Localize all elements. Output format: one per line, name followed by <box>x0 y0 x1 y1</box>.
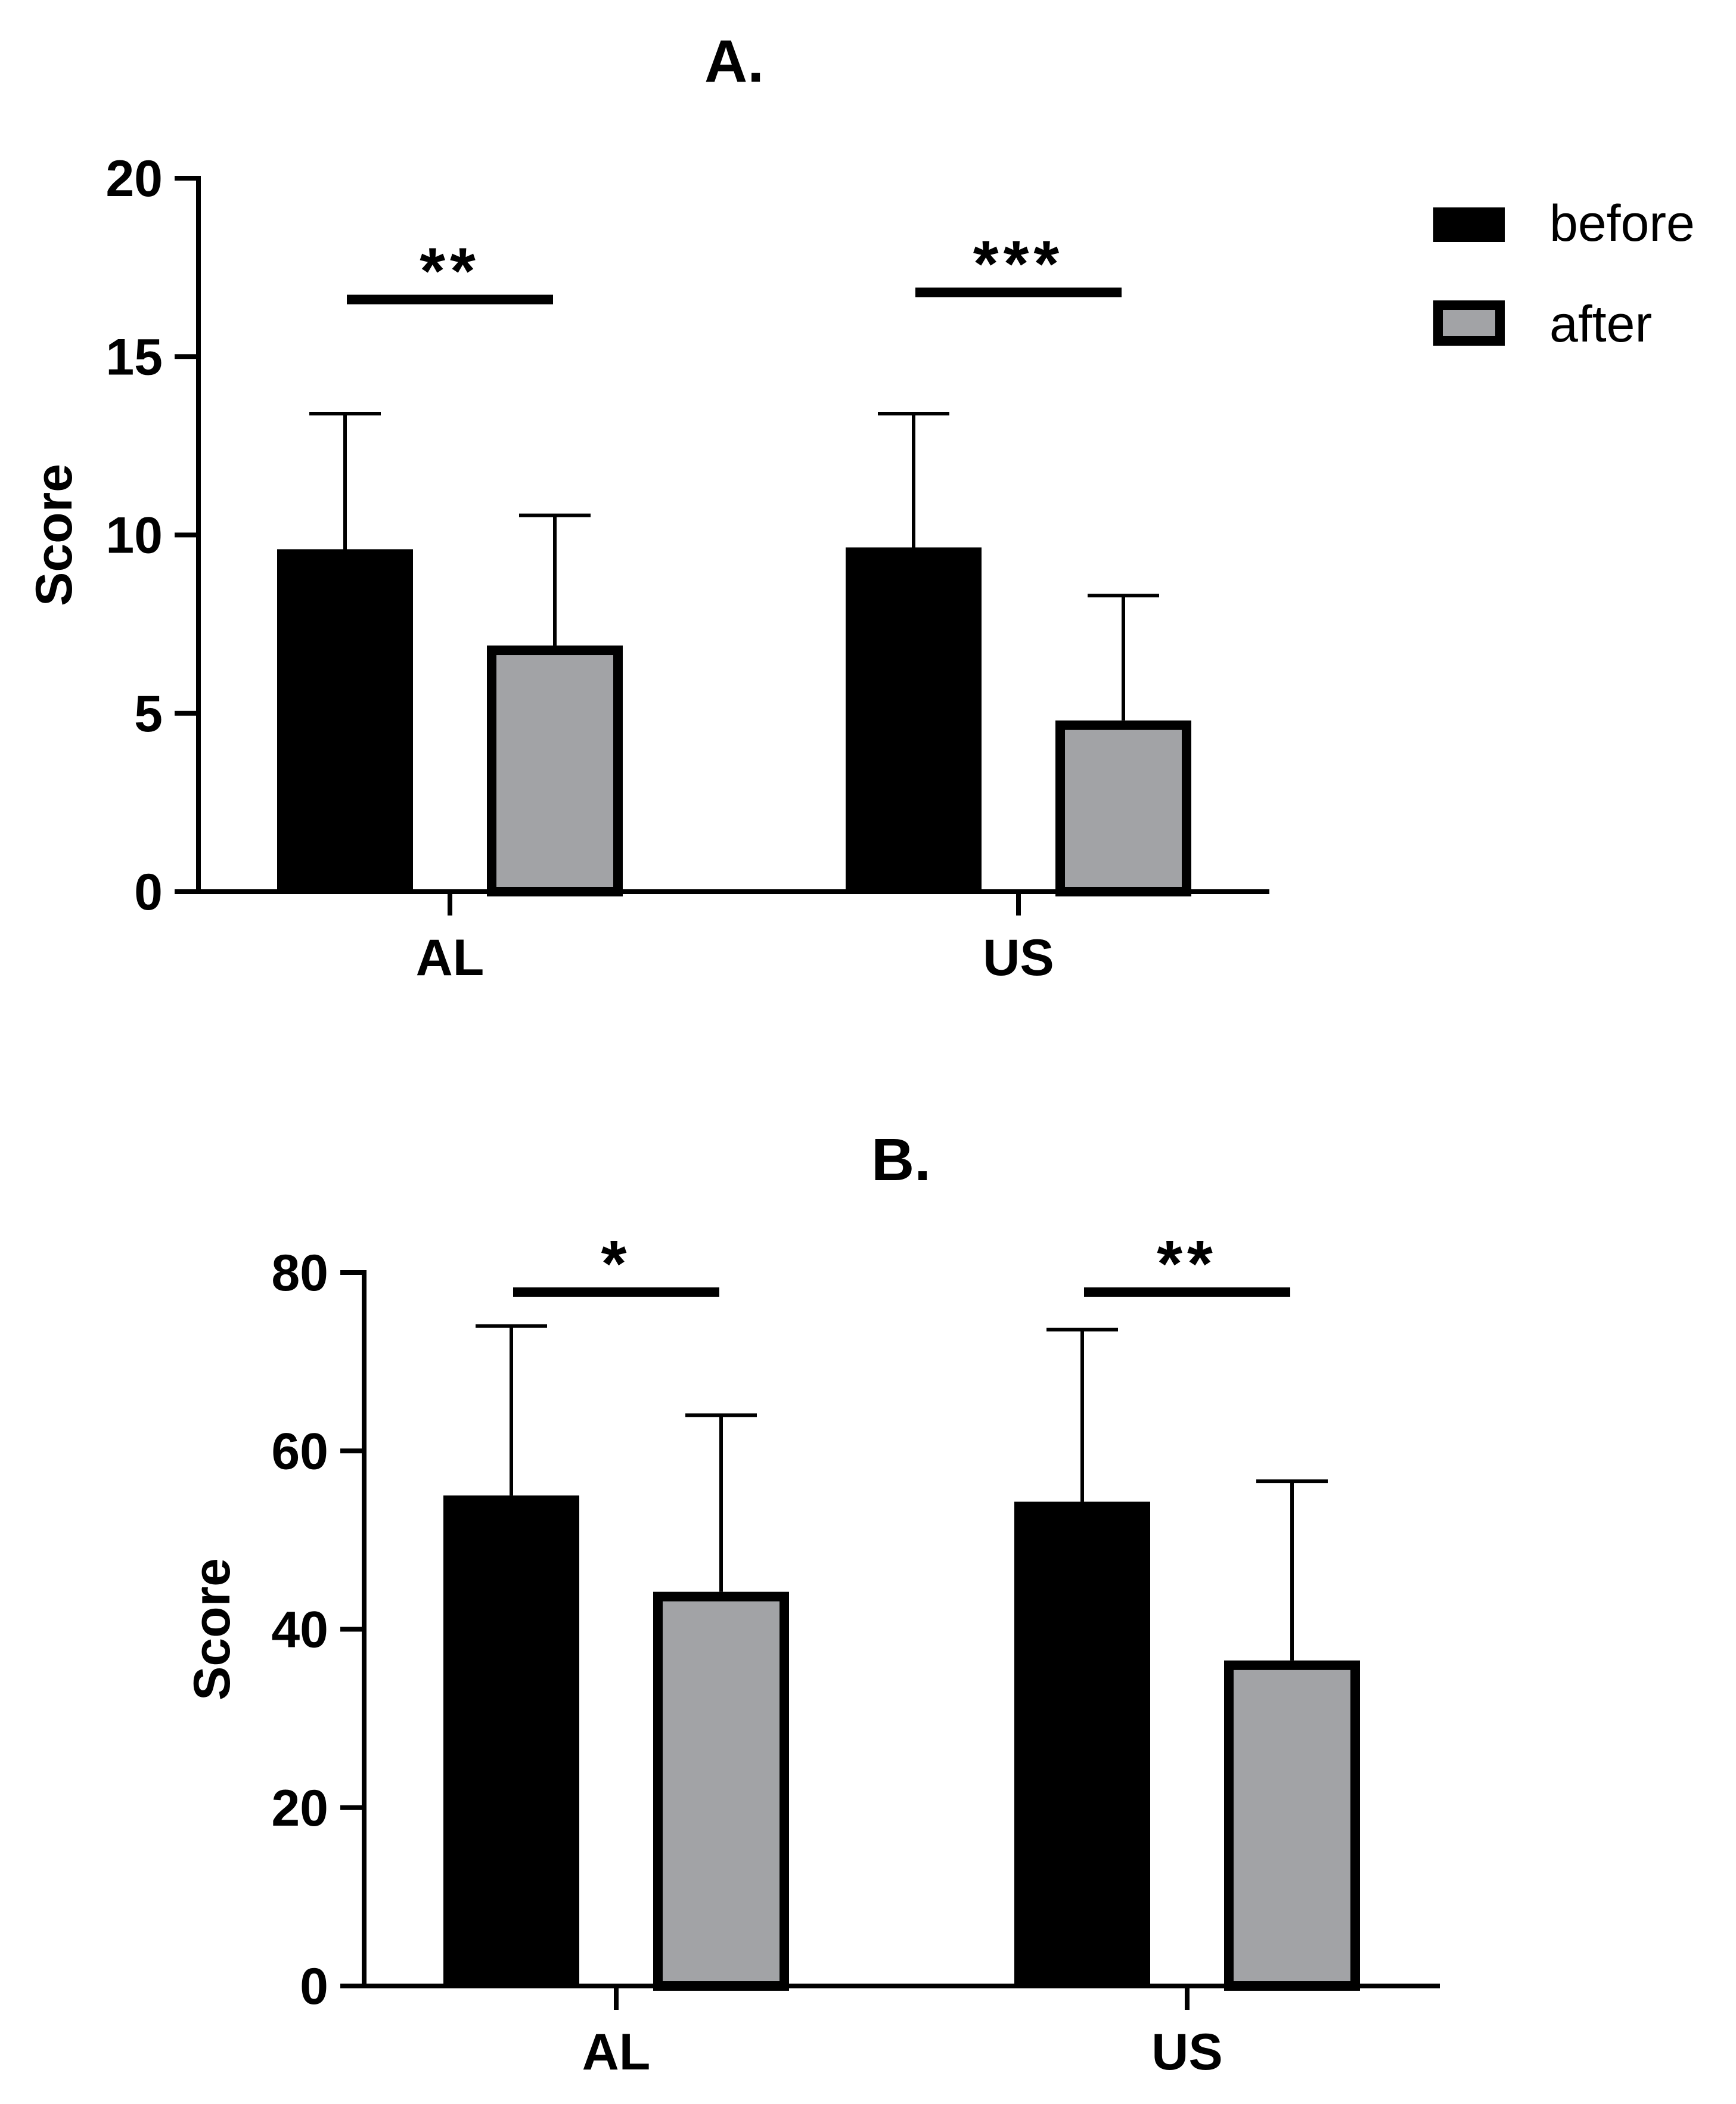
legend-label-before: before <box>1549 195 1695 252</box>
significance-label: * <box>601 1227 632 1301</box>
bar-before <box>1014 1501 1150 1986</box>
y-tick-label: 15 <box>105 328 163 386</box>
x-tick-label: US <box>983 929 1054 986</box>
bar-before <box>443 1495 579 1986</box>
chart-title: A. <box>704 28 764 95</box>
y-tick-label: 5 <box>134 685 163 743</box>
y-tick-label: 80 <box>271 1245 328 1302</box>
significance-label: ** <box>1157 1227 1218 1301</box>
bar-after <box>1055 720 1191 896</box>
bar-after <box>487 646 623 897</box>
legend: before after <box>1433 195 1695 353</box>
chart-title: B. <box>871 1127 931 1193</box>
y-tick-label: 10 <box>105 507 163 564</box>
legend-swatch-after <box>1433 300 1505 346</box>
y-axis-label: Score <box>184 1558 241 1700</box>
y-tick-label: 20 <box>271 1780 328 1837</box>
y-tick-label: 60 <box>271 1423 328 1480</box>
y-tick-label: 0 <box>300 1958 328 2015</box>
x-tick-label: AL <box>582 2024 651 2081</box>
significance-label: *** <box>973 228 1064 301</box>
y-tick-label: 0 <box>134 864 163 921</box>
legend-label-after: after <box>1549 296 1652 353</box>
y-axis-label: Score <box>26 464 83 606</box>
y-tick-label: 40 <box>271 1602 328 1659</box>
bar-before <box>846 547 982 892</box>
x-tick-label: AL <box>416 929 485 986</box>
legend-swatch-before <box>1433 207 1505 242</box>
bar-before <box>277 549 413 892</box>
significance-label: ** <box>420 234 480 308</box>
bar-after <box>653 1591 789 1991</box>
y-tick-label: 20 <box>105 150 163 207</box>
x-tick-label: US <box>1151 2024 1222 2081</box>
bar-after <box>1224 1660 1360 1991</box>
